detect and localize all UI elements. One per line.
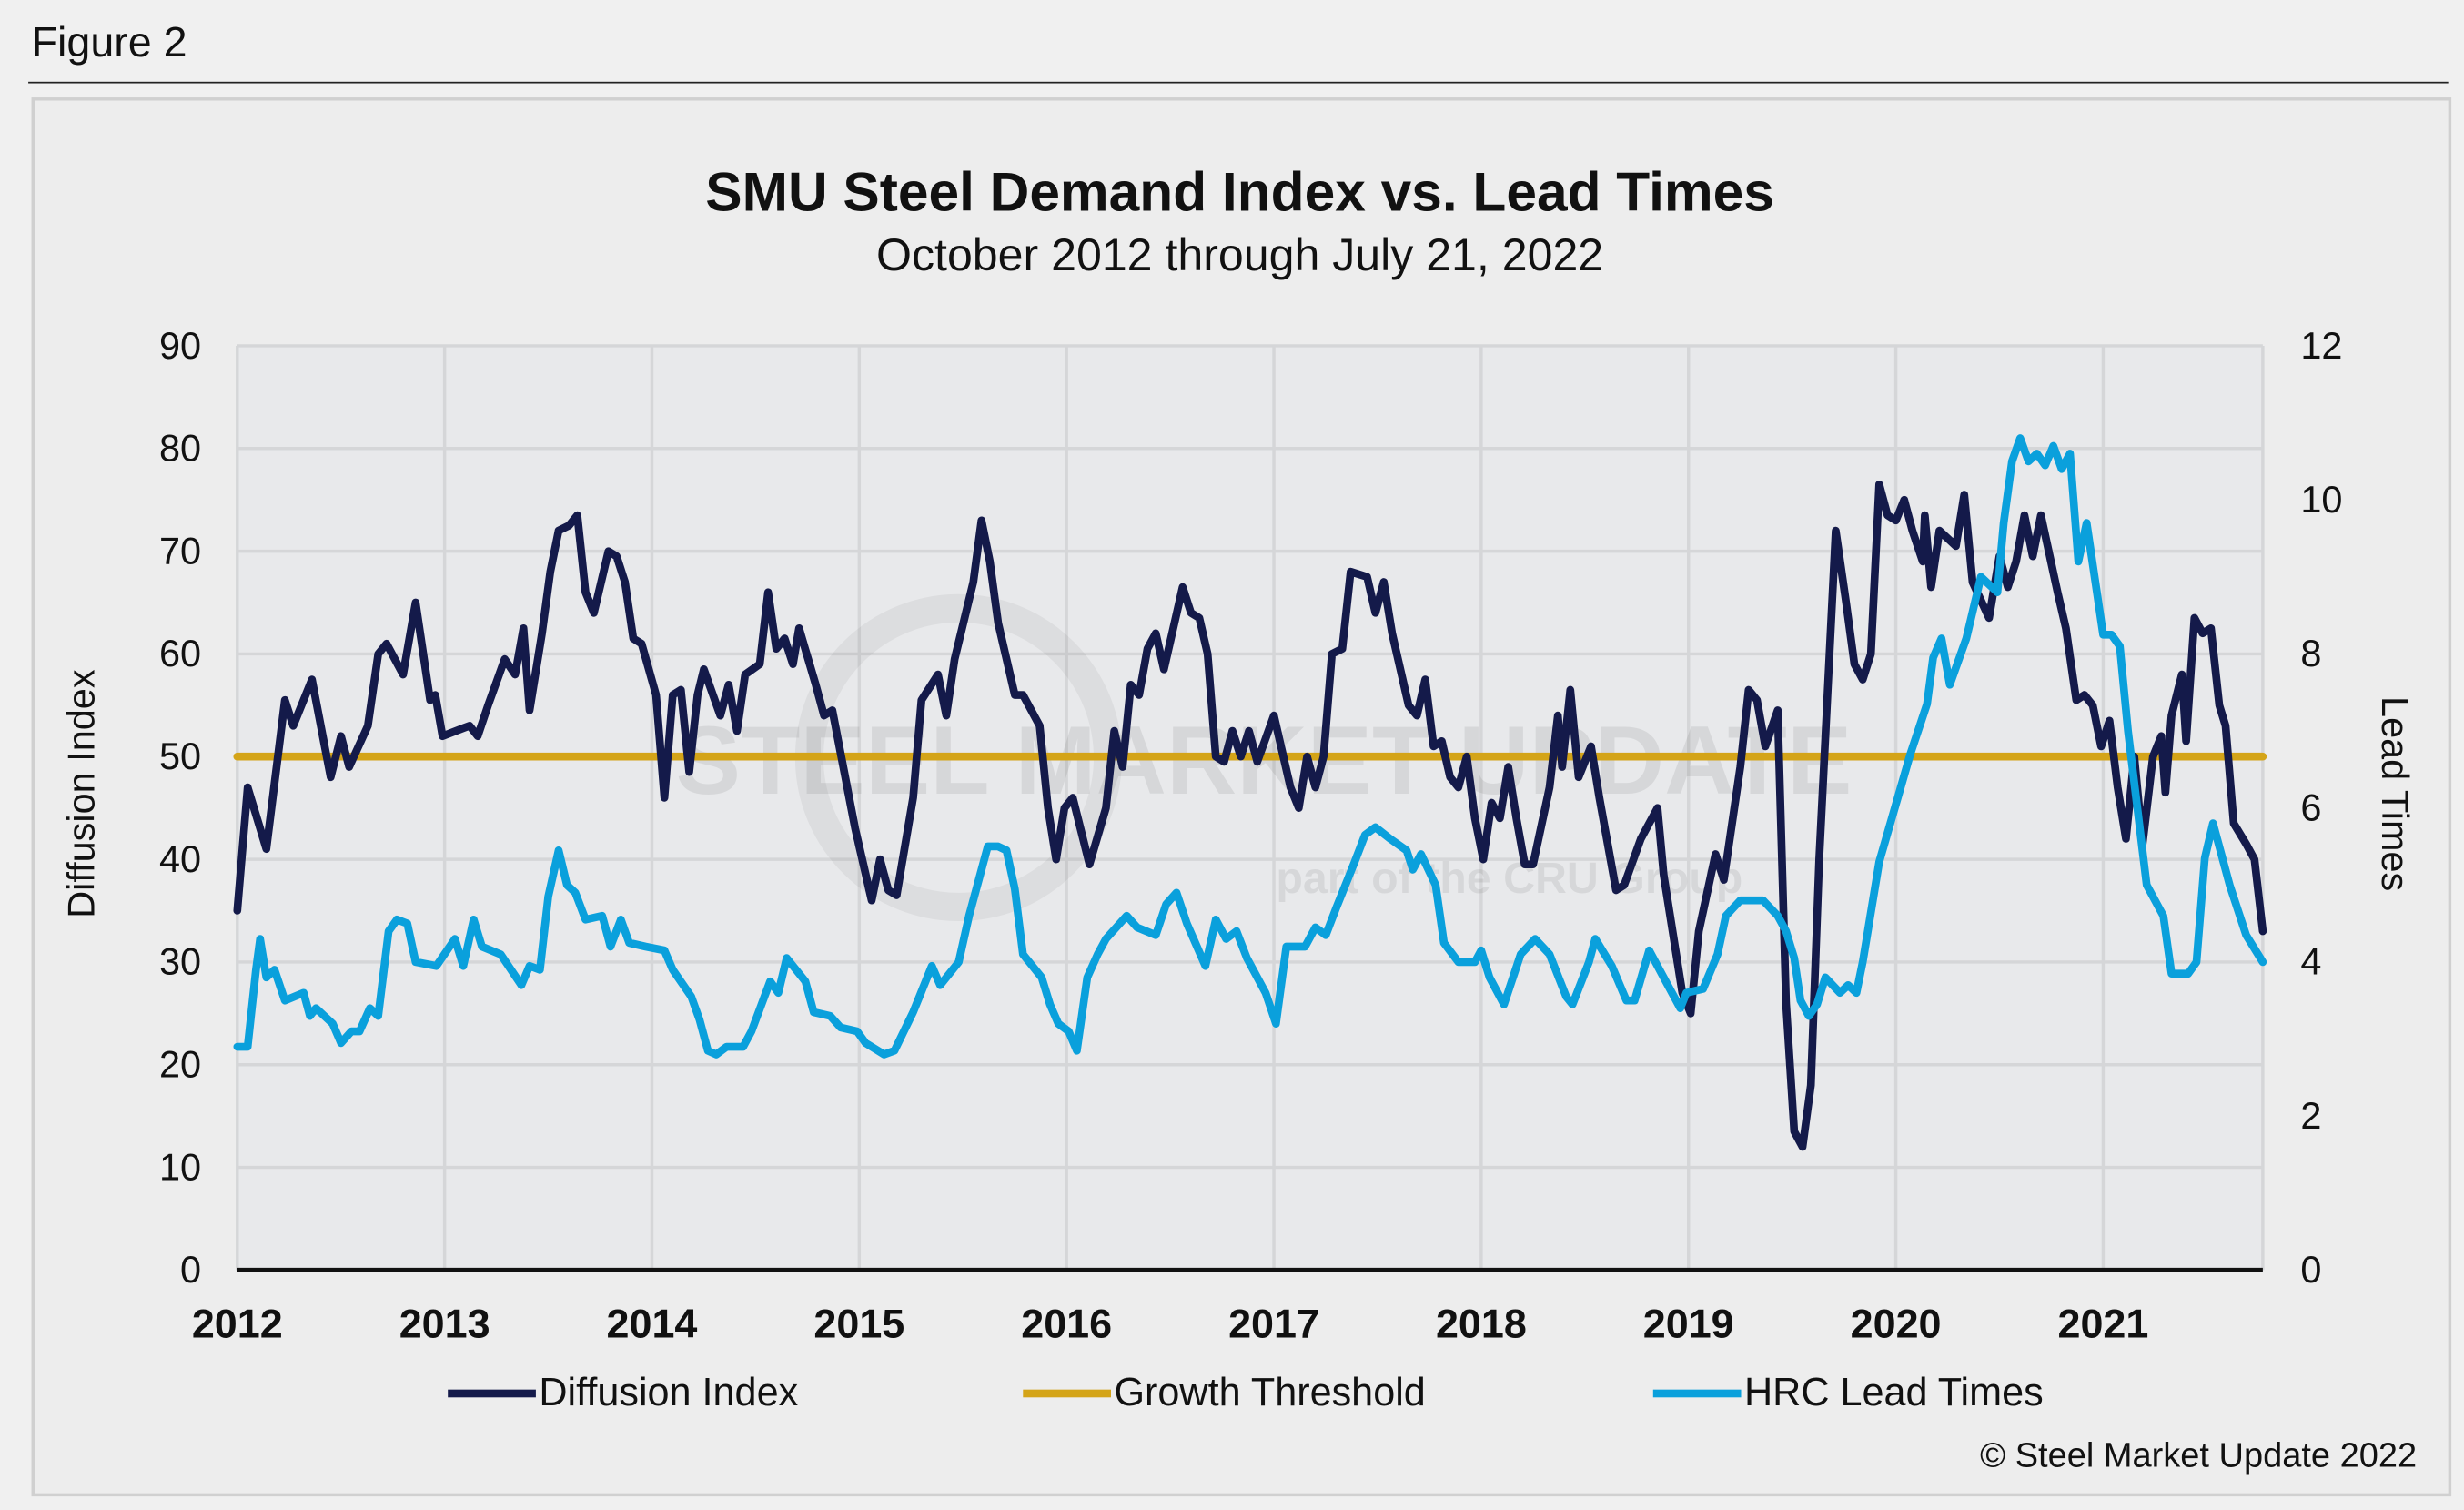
y2-tick-label: 4 bbox=[2300, 940, 2321, 983]
x-tick-label: 2019 bbox=[1643, 1301, 1734, 1347]
y-tick-label: 40 bbox=[159, 837, 201, 880]
series-layer bbox=[233, 434, 2267, 1151]
y-tick-label: 90 bbox=[159, 324, 201, 367]
series-diffusion-index-line bbox=[233, 480, 2267, 1151]
y-axis-right: 0 2 4 6 8 10 12 bbox=[2300, 324, 2342, 1291]
y-tick-label: 10 bbox=[159, 1145, 201, 1188]
y-axis-label: Diffusion Index bbox=[60, 669, 103, 918]
y-tick-label: 70 bbox=[159, 529, 201, 572]
x-axis: 2012 2013 2014 2015 2016 2017 2018 2019 2020 2021 bbox=[192, 1301, 2149, 1347]
legend-item-lead-times: HRC Lead Times bbox=[1652, 1370, 2044, 1416]
legend-swatch-lead-times bbox=[1652, 1389, 1742, 1398]
series-hrc-lead-times-line bbox=[233, 434, 2267, 1059]
chart-title: SMU Steel Demand Index vs. Lead Times bbox=[705, 161, 1774, 224]
y-axis-left: 0 10 20 30 40 50 60 70 80 90 bbox=[159, 324, 201, 1291]
legend-swatch-threshold bbox=[1023, 1389, 1111, 1398]
x-tick-label: 2018 bbox=[1436, 1301, 1527, 1347]
y2-axis-label: Lead Times bbox=[2374, 696, 2417, 891]
y-tick-label: 50 bbox=[159, 735, 201, 777]
x-tick-label: 2016 bbox=[1021, 1301, 1112, 1347]
x-tick-label: 2021 bbox=[2057, 1301, 2148, 1347]
y-tick-label: 80 bbox=[159, 427, 201, 470]
legend-swatch-diffusion bbox=[448, 1389, 536, 1398]
legend-label: HRC Lead Times bbox=[1743, 1370, 2044, 1415]
y2-tick-label: 12 bbox=[2300, 324, 2342, 367]
x-tick-label: 2014 bbox=[607, 1301, 698, 1347]
y-tick-label: 20 bbox=[159, 1043, 201, 1086]
legend-label: Diffusion Index bbox=[539, 1370, 799, 1415]
chart-subtitle: October 2012 through July 21, 2022 bbox=[876, 230, 1604, 282]
figure-label: Figure 2 bbox=[31, 18, 187, 66]
x-tick-label: 2017 bbox=[1228, 1301, 1319, 1347]
legend-label: Growth Threshold bbox=[1114, 1370, 1426, 1415]
y2-tick-label: 8 bbox=[2300, 632, 2321, 674]
figure-divider bbox=[28, 81, 2449, 84]
x-tick-label: 2020 bbox=[1851, 1301, 1942, 1347]
y-tick-label: 30 bbox=[159, 940, 201, 983]
legend-item-threshold: Growth Threshold bbox=[1023, 1371, 1426, 1416]
legend-item-diffusion: Diffusion Index bbox=[448, 1371, 798, 1416]
x-tick-label: 2012 bbox=[192, 1301, 283, 1347]
y2-tick-label: 10 bbox=[2300, 478, 2342, 521]
plot-area bbox=[237, 345, 2263, 1271]
y-tick-label: 60 bbox=[159, 632, 201, 674]
y2-tick-label: 2 bbox=[2300, 1094, 2321, 1137]
y2-tick-label: 0 bbox=[2300, 1248, 2321, 1291]
y2-tick-label: 6 bbox=[2300, 785, 2321, 828]
y-tick-label: 0 bbox=[180, 1248, 201, 1291]
copyright: © Steel Market Update 2022 bbox=[1980, 1434, 2418, 1475]
x-tick-label: 2015 bbox=[813, 1301, 904, 1347]
x-tick-label: 2013 bbox=[399, 1301, 490, 1347]
